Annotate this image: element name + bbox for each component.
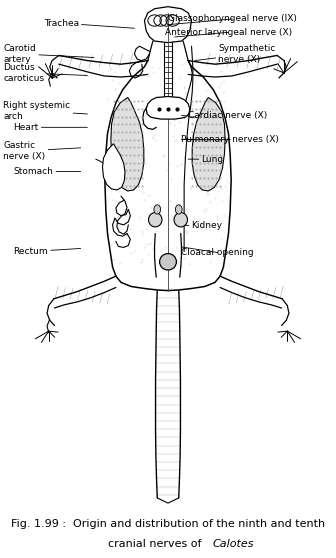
Text: Anterior laryngeal nerve (X): Anterior laryngeal nerve (X) bbox=[165, 28, 292, 37]
Ellipse shape bbox=[149, 213, 162, 227]
Text: Right systemic
arch: Right systemic arch bbox=[3, 101, 87, 121]
Text: Cloacal opening: Cloacal opening bbox=[181, 247, 254, 257]
Text: Fig. 1.99 :  Origin and distribution of the ninth and tenth: Fig. 1.99 : Origin and distribution of t… bbox=[11, 519, 325, 529]
Text: Kidney: Kidney bbox=[185, 221, 222, 230]
Text: Cardiac nerve (X): Cardiac nerve (X) bbox=[181, 111, 267, 120]
Text: Trachea: Trachea bbox=[44, 18, 134, 28]
Text: Heart: Heart bbox=[13, 123, 87, 132]
Text: Sympathetic
nerve (X): Sympathetic nerve (X) bbox=[195, 44, 276, 64]
Text: Lung: Lung bbox=[188, 155, 224, 163]
Polygon shape bbox=[144, 7, 192, 42]
Text: Glassophoryngeal nerve (IX): Glassophoryngeal nerve (IX) bbox=[168, 15, 297, 25]
Text: Carotid
artery: Carotid artery bbox=[3, 44, 94, 64]
Ellipse shape bbox=[154, 205, 161, 214]
Polygon shape bbox=[111, 98, 144, 191]
Ellipse shape bbox=[174, 213, 187, 227]
Polygon shape bbox=[146, 97, 190, 119]
Polygon shape bbox=[102, 144, 125, 190]
Polygon shape bbox=[192, 98, 225, 191]
Text: Calotes: Calotes bbox=[212, 539, 254, 549]
Text: Pulmonary nerves (X): Pulmonary nerves (X) bbox=[181, 135, 279, 144]
Text: Stomach: Stomach bbox=[13, 167, 81, 176]
Text: cranial nerves of: cranial nerves of bbox=[108, 539, 205, 549]
Ellipse shape bbox=[160, 253, 176, 270]
Text: Ductus
caroticus: Ductus caroticus bbox=[3, 63, 87, 83]
Text: Rectum: Rectum bbox=[13, 247, 81, 256]
Ellipse shape bbox=[175, 205, 182, 214]
Text: Gastric
nerve (X): Gastric nerve (X) bbox=[3, 141, 81, 161]
